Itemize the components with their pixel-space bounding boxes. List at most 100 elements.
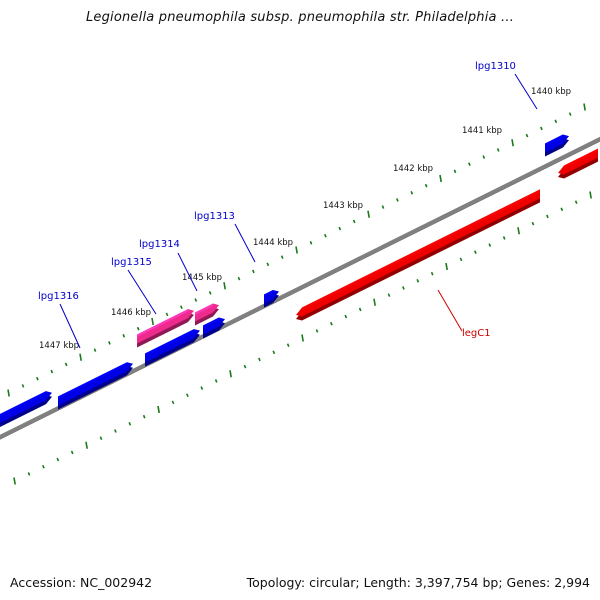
inner-tick [42, 464, 45, 469]
gene-red-right-highlight [564, 148, 598, 169]
outer-tick [108, 341, 111, 345]
inner-tick [358, 307, 362, 312]
gene-lpg1314-face [195, 303, 219, 322]
outer-tick [568, 112, 572, 116]
genome-backbone [0, 136, 600, 440]
outer-tick [554, 119, 558, 124]
gene-blue-2-face [58, 362, 133, 406]
inner-tick [99, 436, 103, 440]
inner-tick [517, 227, 520, 235]
backbone-line [0, 136, 600, 440]
inner-tick [157, 405, 160, 414]
inner-tick [27, 472, 31, 476]
outer-tick [64, 362, 68, 367]
outer-tick [180, 305, 183, 310]
gene-lpg1315-lower [145, 329, 200, 367]
inner-tick [186, 393, 189, 398]
inner-tick [315, 329, 319, 333]
inner-tick [301, 334, 304, 342]
gene-label-lpg1314: lpg1314 [139, 239, 180, 250]
inner-tick [445, 262, 448, 271]
inner-tick [387, 293, 391, 297]
scale-label: 1441 kbp [462, 126, 502, 136]
gene-red-right [558, 148, 598, 179]
inner-tick [70, 450, 74, 455]
gene-lpg1314 [195, 303, 219, 326]
outer-tick [496, 148, 500, 152]
inner-tick [229, 370, 232, 378]
outer-tick [324, 233, 327, 238]
map-title: Legionella pneumophila subsp. pneumophil… [85, 10, 515, 25]
outer-tick [237, 276, 241, 281]
inner-tick [13, 477, 16, 485]
outer-tick [439, 174, 442, 183]
gene-lpg1314-highlight [195, 303, 213, 315]
outer-tick [280, 255, 284, 259]
outer-tick [410, 191, 414, 195]
outer-tick [194, 298, 198, 302]
outer-tick [151, 317, 154, 326]
gene-lpg1315-lower-face [145, 329, 200, 363]
outer-tick [309, 241, 313, 245]
gene-label-lpg1316: lpg1316 [38, 291, 79, 302]
outer-tick [352, 219, 356, 224]
outer-tick [381, 205, 385, 209]
leader-line-lpg1313 [234, 223, 256, 263]
inner-tick [214, 379, 218, 383]
leader-line-legC1 [437, 289, 463, 332]
outer-tick [93, 348, 97, 352]
scale-label: 1446 kbp [111, 308, 151, 318]
outer-tick [252, 269, 255, 274]
gene-lpg1313 [264, 290, 279, 308]
inner-tick [488, 243, 492, 247]
inner-tick [286, 343, 290, 347]
gene-labels: lpg1316 lpg1315 lpg1314 lpg1313 lpg1310 legC1 [38, 61, 538, 349]
outer-tick [453, 169, 457, 174]
inner-tick [344, 314, 348, 319]
outer-tick [424, 183, 428, 188]
outer-tick [223, 282, 226, 290]
gene-blue-1-face [0, 391, 52, 424]
inner-tick [589, 191, 592, 199]
outer-tick [511, 139, 514, 147]
inner-tick [200, 386, 204, 390]
gene-blue-1-highlight [0, 391, 46, 417]
outer-tick [540, 126, 543, 131]
outer-tick [165, 312, 169, 317]
gene-blue-2 [58, 362, 133, 410]
inner-tick [531, 221, 535, 226]
outer-tick [79, 353, 82, 361]
inner-tick [574, 200, 578, 204]
inner-tick [171, 400, 175, 405]
outer-tick [50, 369, 54, 374]
inner-tick [258, 357, 261, 362]
scale-labels: 1447 kbp 1446 kbp 1445 kbp 1444 kbp 1443 kbp… [39, 87, 571, 351]
outer-tick [295, 246, 298, 254]
outer-tick [208, 291, 212, 295]
gene-features [0, 134, 598, 428]
gene-lpg1314-lower-face [203, 317, 225, 335]
gene-lpg1310 [545, 134, 569, 157]
gene-lpg1314-lower-highlight [203, 317, 219, 328]
outer-tick [7, 389, 10, 397]
outer-tick [36, 376, 39, 381]
gene-lpg1315 [137, 309, 194, 348]
outer-tick [136, 326, 140, 331]
outer-tick [367, 210, 370, 218]
gene-lpg1313-highlight [264, 290, 273, 297]
genome-stats-text: Topology: circular; Length: 3,397,754 bp… [246, 575, 590, 590]
gene-blue-2-highlight [58, 362, 127, 399]
outer-tick [583, 103, 586, 111]
outer-tick [21, 384, 25, 388]
scale-label: 1440 kbp [531, 87, 571, 97]
gene-legC1-highlight [302, 189, 540, 311]
inner-tick [142, 414, 146, 419]
gene-lpg1315-face [137, 309, 194, 344]
scale-label: 1444 kbp [253, 238, 293, 248]
inner-tick [560, 207, 564, 212]
leader-line-lpg1310 [514, 73, 538, 110]
gene-blue-1 [0, 391, 52, 428]
scale-label: 1445 kbp [182, 273, 222, 283]
outer-tick [468, 162, 471, 166]
